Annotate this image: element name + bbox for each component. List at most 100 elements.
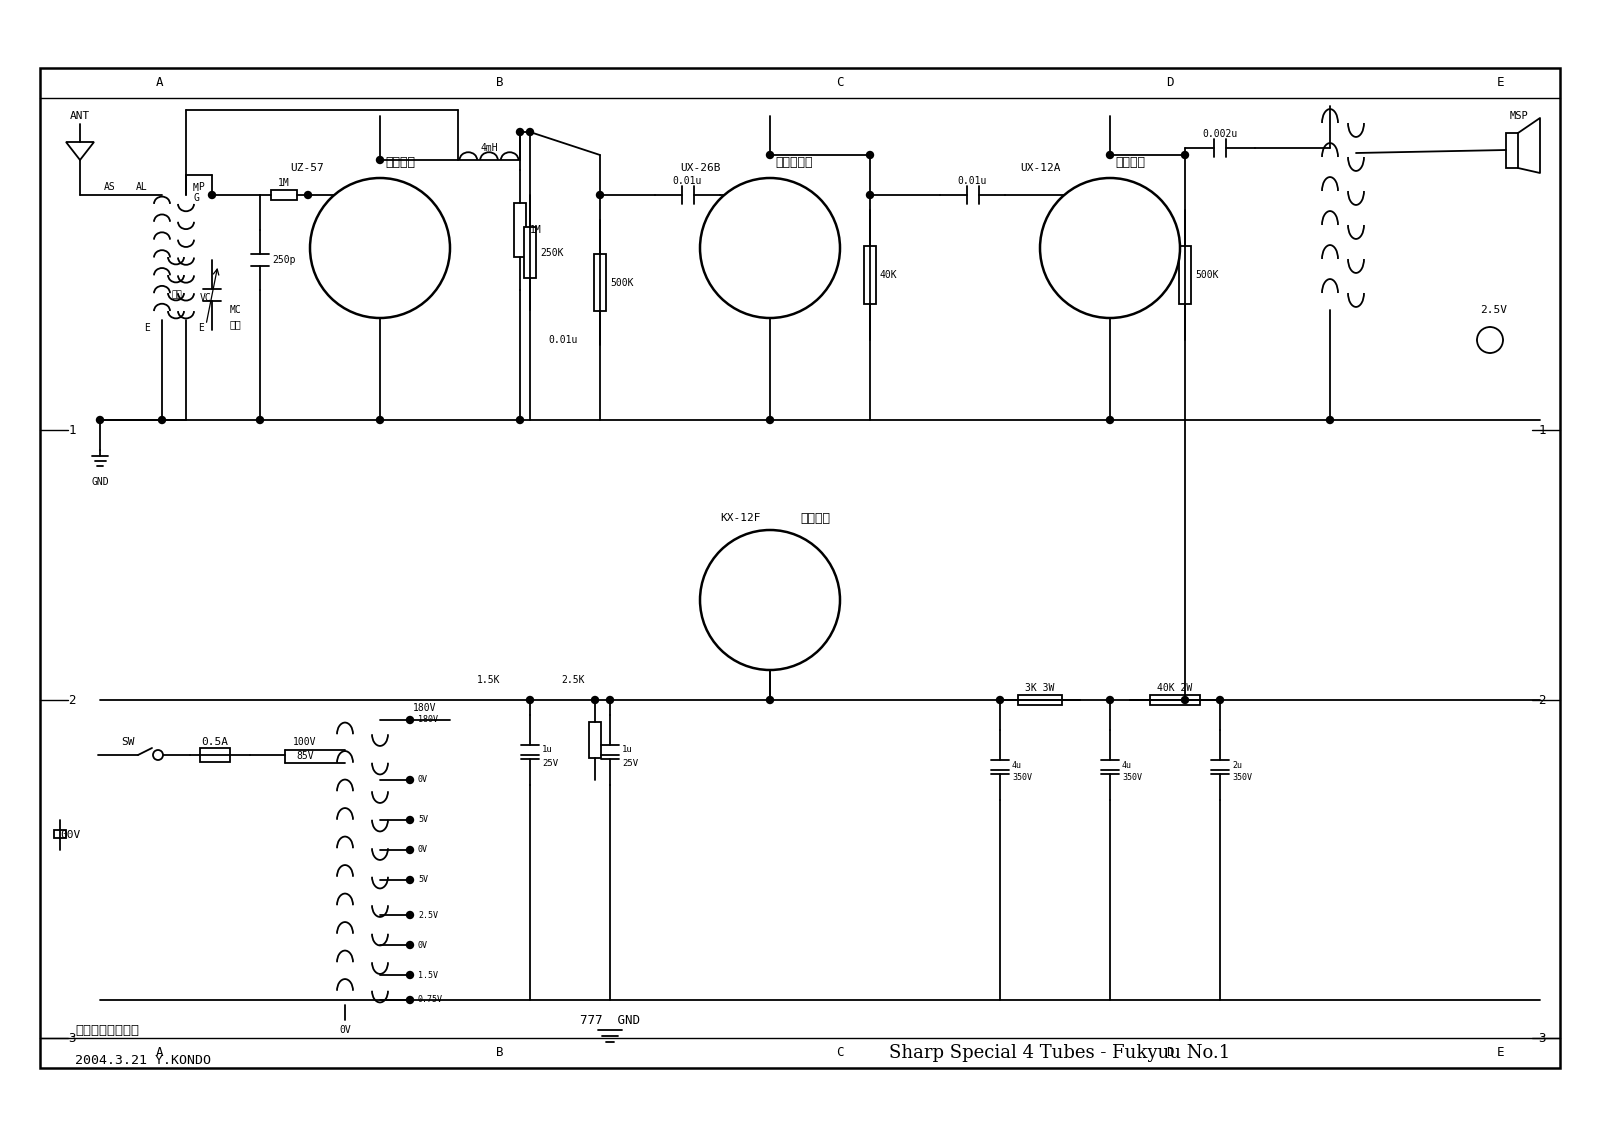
Text: 4u: 4u bbox=[1013, 760, 1022, 769]
Bar bbox=[1018, 696, 1062, 705]
Text: VC: VC bbox=[200, 293, 211, 303]
Text: 250K: 250K bbox=[541, 248, 563, 258]
Text: D: D bbox=[1166, 1046, 1174, 1060]
Text: A: A bbox=[157, 1046, 163, 1060]
Text: SW: SW bbox=[122, 737, 134, 746]
Text: ANT: ANT bbox=[70, 111, 90, 121]
Bar bbox=[864, 245, 877, 304]
Bar bbox=[40, 68, 1560, 1068]
Text: D: D bbox=[1166, 77, 1174, 89]
Circle shape bbox=[158, 416, 165, 423]
Text: 0.75V: 0.75V bbox=[418, 995, 443, 1004]
Circle shape bbox=[1181, 152, 1189, 158]
Text: 0.5A: 0.5A bbox=[202, 737, 229, 746]
Text: UZ-57: UZ-57 bbox=[290, 163, 323, 173]
Text: 0V: 0V bbox=[418, 846, 429, 855]
Circle shape bbox=[406, 912, 413, 918]
Text: 再生検波: 再生検波 bbox=[386, 156, 414, 170]
Text: KX-12F: KX-12F bbox=[720, 513, 760, 523]
Text: 25V: 25V bbox=[622, 759, 638, 768]
Text: 350V: 350V bbox=[1122, 772, 1142, 782]
Text: G: G bbox=[194, 193, 198, 202]
Circle shape bbox=[1216, 697, 1224, 703]
Circle shape bbox=[406, 777, 413, 784]
Text: C: C bbox=[837, 77, 843, 89]
Circle shape bbox=[406, 846, 413, 854]
Text: 350V: 350V bbox=[1013, 772, 1032, 782]
Text: 180V: 180V bbox=[418, 716, 438, 725]
Circle shape bbox=[606, 697, 613, 703]
Circle shape bbox=[1107, 697, 1114, 703]
Text: 250p: 250p bbox=[272, 254, 296, 265]
Text: AS: AS bbox=[104, 182, 115, 192]
Text: UX-26B: UX-26B bbox=[680, 163, 720, 173]
Bar bbox=[1506, 133, 1518, 169]
Text: 5V: 5V bbox=[418, 815, 429, 824]
Text: 低周波増幅: 低周波増幅 bbox=[774, 156, 813, 170]
Circle shape bbox=[406, 817, 413, 823]
Text: M: M bbox=[194, 183, 198, 193]
Text: 0V: 0V bbox=[339, 1025, 350, 1035]
Text: B: B bbox=[496, 1046, 504, 1060]
Circle shape bbox=[1107, 152, 1114, 158]
Text: 777  GND: 777 GND bbox=[579, 1013, 640, 1027]
Text: 1M: 1M bbox=[530, 225, 542, 235]
Text: E: E bbox=[198, 323, 203, 333]
Text: 5V: 5V bbox=[418, 875, 429, 884]
Text: 85V: 85V bbox=[296, 751, 314, 761]
Text: 3: 3 bbox=[1539, 1031, 1546, 1045]
Text: 半波整流: 半波整流 bbox=[800, 511, 830, 525]
Bar bbox=[514, 202, 526, 257]
Circle shape bbox=[517, 129, 523, 136]
Text: MC: MC bbox=[230, 305, 242, 316]
Text: 同調: 同調 bbox=[171, 291, 182, 300]
Circle shape bbox=[592, 697, 598, 703]
Circle shape bbox=[310, 178, 450, 318]
Text: 1: 1 bbox=[54, 423, 77, 437]
Circle shape bbox=[701, 530, 840, 670]
Circle shape bbox=[406, 996, 413, 1003]
Text: 500K: 500K bbox=[610, 277, 634, 287]
Text: 1M: 1M bbox=[278, 178, 290, 188]
Circle shape bbox=[766, 416, 773, 423]
Text: 2004.3.21 Y.KONDO: 2004.3.21 Y.KONDO bbox=[75, 1054, 211, 1068]
Text: A: A bbox=[157, 77, 163, 89]
Text: B: B bbox=[496, 77, 504, 89]
Text: 3K 3W: 3K 3W bbox=[1026, 683, 1054, 693]
Text: 4mH: 4mH bbox=[480, 143, 498, 153]
Text: 電力増幅: 電力増幅 bbox=[1115, 156, 1146, 170]
Circle shape bbox=[406, 877, 413, 883]
Circle shape bbox=[1477, 327, 1502, 353]
Circle shape bbox=[526, 129, 533, 136]
Text: 350V: 350V bbox=[1232, 772, 1251, 782]
Circle shape bbox=[256, 416, 264, 423]
Text: 2.5K: 2.5K bbox=[562, 675, 586, 685]
Text: MSP: MSP bbox=[1510, 111, 1528, 121]
Text: UX-12A: UX-12A bbox=[1021, 163, 1061, 173]
Text: GND: GND bbox=[91, 477, 109, 487]
Text: 0.002u: 0.002u bbox=[1202, 129, 1238, 139]
Text: 1.5V: 1.5V bbox=[418, 970, 438, 979]
Circle shape bbox=[376, 156, 384, 164]
Text: E: E bbox=[1496, 77, 1504, 89]
Text: 00V: 00V bbox=[61, 830, 80, 840]
Text: 0V: 0V bbox=[418, 941, 429, 950]
Circle shape bbox=[867, 152, 874, 158]
Circle shape bbox=[154, 750, 163, 760]
Circle shape bbox=[96, 416, 104, 423]
Circle shape bbox=[701, 178, 840, 318]
Text: 1: 1 bbox=[1539, 423, 1546, 437]
Text: C: C bbox=[837, 1046, 843, 1060]
Text: 戦前型並４回路図: 戦前型並４回路図 bbox=[75, 1025, 139, 1037]
Text: 180V: 180V bbox=[413, 703, 437, 713]
Text: 4u: 4u bbox=[1122, 760, 1133, 769]
Text: 3: 3 bbox=[54, 1031, 77, 1045]
Text: 0.01u: 0.01u bbox=[547, 335, 578, 345]
Text: 再生: 再生 bbox=[230, 319, 242, 329]
Circle shape bbox=[406, 717, 413, 724]
Circle shape bbox=[517, 416, 523, 423]
Text: E: E bbox=[144, 323, 150, 333]
Text: 100V: 100V bbox=[293, 737, 317, 746]
Circle shape bbox=[766, 152, 773, 158]
Text: P: P bbox=[198, 182, 203, 192]
